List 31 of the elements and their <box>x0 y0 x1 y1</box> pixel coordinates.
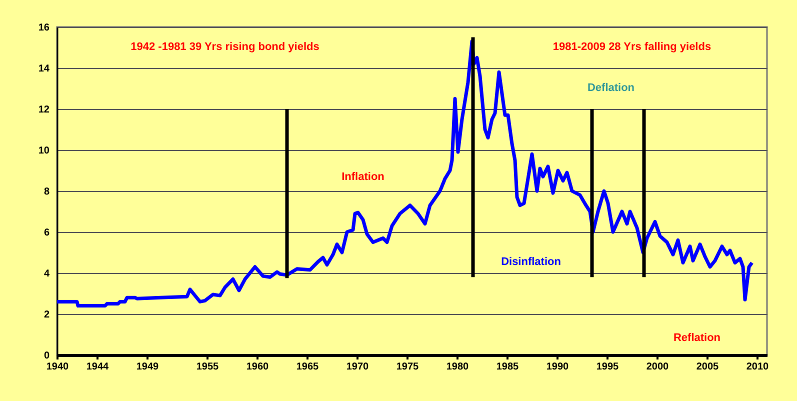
x-tick-label: 1944 <box>86 362 110 372</box>
annotation: Inflation <box>342 171 385 183</box>
y-tick-label: 2 <box>44 310 50 320</box>
x-tick-label: 1995 <box>596 362 620 372</box>
y-tick-label: 16 <box>38 22 50 34</box>
y-tick-label: 6 <box>44 228 50 238</box>
x-tick-label: 1990 <box>546 362 570 372</box>
annotation: Reflation <box>673 332 721 344</box>
x-tick-label: 1940 <box>46 362 70 372</box>
line-series <box>55 40 754 308</box>
x-tick-label: 1980 <box>446 362 470 372</box>
x-tick-label: 1975 <box>396 362 420 372</box>
y-tick-label: 14 <box>38 64 50 74</box>
y-tick-label: 0 <box>44 350 50 362</box>
x-tick-label: 1955 <box>196 362 220 372</box>
x-tick-label: 2000 <box>646 362 670 372</box>
annotation: 1981-2009 28 Yrs falling yields <box>552 41 712 53</box>
y-tick-label: 8 <box>44 186 50 198</box>
annotation: Deflation <box>587 82 635 94</box>
x-tick-label: 1985 <box>496 362 520 372</box>
x-tick-label: 1960 <box>246 362 270 372</box>
annotation: Disinflation <box>501 256 562 268</box>
annotation: 1942 -1981 39 Yrs rising bond yields <box>130 41 320 53</box>
x-tick-label: 2010 <box>746 362 770 372</box>
x-tick-label: 2005 <box>696 362 720 372</box>
x-tick-label: 1949 <box>136 362 160 372</box>
y-tick-label: 4 <box>44 268 50 280</box>
y-tick-label: 12 <box>38 104 50 116</box>
x-tick-label: 1965 <box>296 362 320 372</box>
x-tick-label: 1970 <box>346 362 370 372</box>
y-tick-label: 10 <box>38 146 50 156</box>
